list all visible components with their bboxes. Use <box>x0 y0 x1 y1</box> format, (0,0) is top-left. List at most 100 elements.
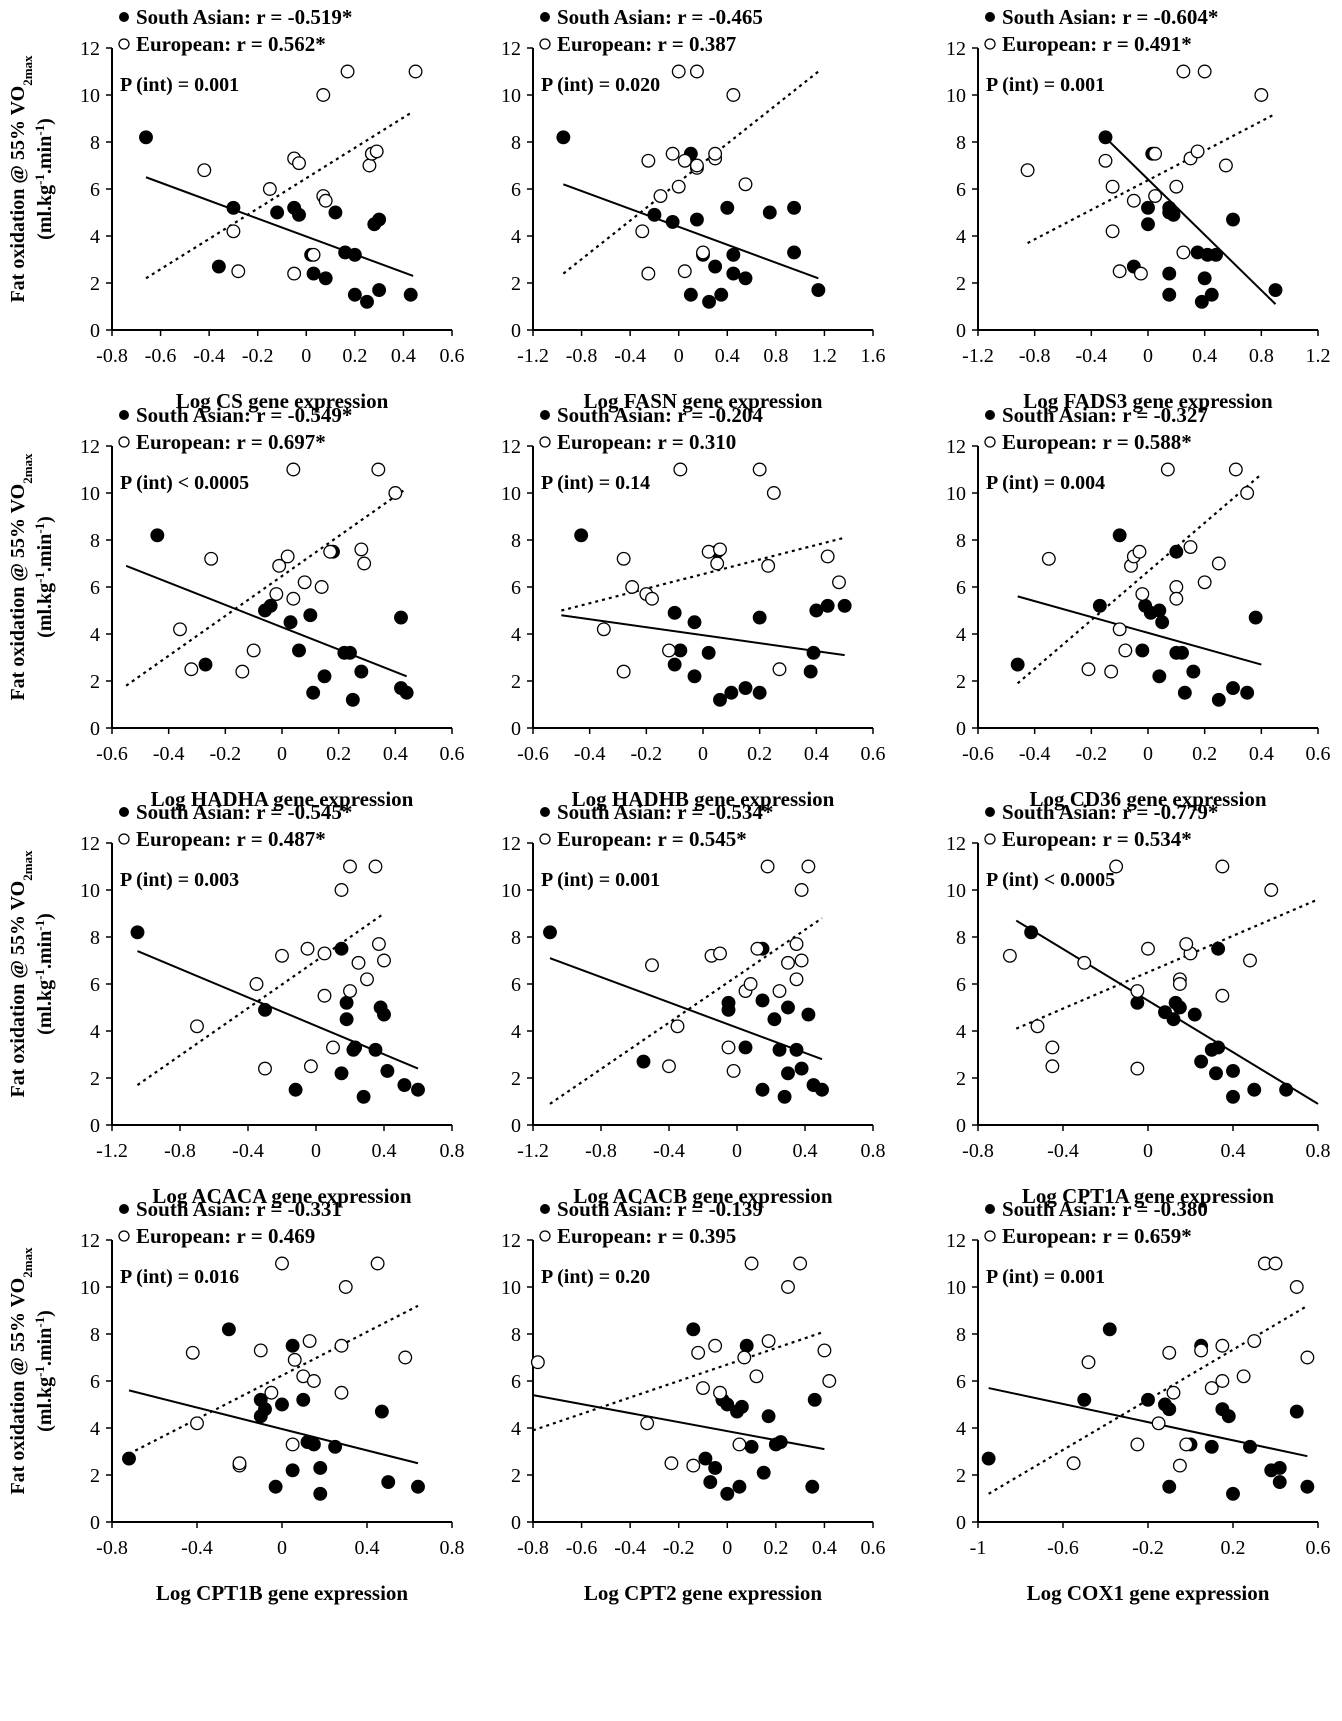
point-south-asian <box>1211 692 1226 707</box>
point-european <box>249 977 264 991</box>
point-south-asian <box>377 1007 391 1022</box>
point-european <box>726 88 741 102</box>
x-axis-label: Log CD36 gene expression <box>1029 787 1266 811</box>
y-axis-title-sub: 2max <box>20 55 35 86</box>
point-european <box>235 664 250 679</box>
point-south-asian <box>787 200 802 215</box>
point-south-asian <box>380 1063 395 1078</box>
point-european <box>1194 1343 1209 1358</box>
svg-text:(ml.kg-1.min-1): (ml.kg-1.min-1) <box>32 1310 57 1432</box>
point-south-asian <box>1211 1040 1226 1055</box>
x-tick-label: 1.2 <box>812 345 837 367</box>
point-european <box>677 264 692 279</box>
x-axis-label: Log CPT2 gene expression <box>584 1581 823 1605</box>
point-european <box>744 1256 759 1271</box>
point-south-asian <box>1194 1054 1209 1069</box>
y-axis-title-sub: 2max <box>20 850 35 881</box>
y-tick-label: 0 <box>511 718 521 740</box>
y-tick-label: 6 <box>956 577 966 599</box>
y-tick-label: 0 <box>511 320 521 342</box>
point-south-asian <box>772 1042 787 1057</box>
y-tick-label: 12 <box>80 436 100 458</box>
point-european <box>1133 266 1148 281</box>
fit-line-south-asian <box>563 183 819 280</box>
point-european <box>388 486 403 500</box>
point-european <box>1197 575 1212 590</box>
x-tick-label: 0 <box>1143 345 1153 367</box>
p-interaction: P (int) = 0.016 <box>120 1266 239 1288</box>
point-south-asian <box>306 685 321 700</box>
point-european <box>287 1352 302 1367</box>
point-south-asian <box>1226 1089 1240 1104</box>
y-tick-label: 12 <box>80 1230 100 1252</box>
x-tick-label: -0.6 <box>962 743 994 765</box>
legend-marker-south-asian <box>119 1204 129 1214</box>
point-south-asian <box>306 1437 321 1452</box>
point-south-asian <box>1221 1409 1236 1424</box>
point-south-asian <box>313 1486 328 1501</box>
y-tick-label: 8 <box>511 132 521 154</box>
y-tick-label: 6 <box>90 179 100 201</box>
point-south-asian <box>1209 247 1223 262</box>
fit-line-european <box>1015 898 1319 1030</box>
point-european <box>190 1416 204 1431</box>
point-south-asian <box>374 1404 389 1419</box>
y-axis-title-sub: 2max <box>20 453 35 484</box>
point-european <box>1264 883 1279 897</box>
point-south-asian <box>720 1397 735 1412</box>
y-tick-label: 2 <box>90 1465 100 1487</box>
point-european <box>1240 486 1255 500</box>
point-european <box>1166 1385 1181 1400</box>
fit-line-european <box>145 110 414 280</box>
y-tick-label: 12 <box>946 833 966 855</box>
x-tick-label: -0.6 <box>96 743 128 765</box>
y-tick-label: 8 <box>956 530 966 552</box>
point-european <box>662 643 676 658</box>
y-tick-label: 0 <box>511 1512 521 1534</box>
y-tick-label: 2 <box>956 273 966 295</box>
point-european <box>173 622 187 637</box>
point-south-asian <box>334 1066 349 1081</box>
point-south-asian <box>1152 603 1167 618</box>
x-tick-label: 0.2 <box>1221 1537 1246 1559</box>
legend-marker-european <box>539 833 551 845</box>
point-european <box>1215 1374 1230 1388</box>
x-tick-label: 0.6 <box>861 743 886 765</box>
point-european <box>1300 1350 1315 1365</box>
x-axis-label: Log CPT1A gene expression <box>1022 1184 1275 1208</box>
y-tick-label: 12 <box>946 1230 966 1252</box>
point-south-asian <box>755 993 770 1008</box>
point-south-asian <box>1300 1479 1315 1494</box>
point-european <box>306 247 321 262</box>
y-tick-label: 12 <box>501 436 521 458</box>
x-tick-label: -0.2 <box>1132 1537 1164 1559</box>
point-european <box>285 1437 300 1452</box>
y-tick-label: 8 <box>90 530 100 552</box>
point-european <box>1254 88 1269 102</box>
y-tick-label: 6 <box>511 577 521 599</box>
y-tick-label: 6 <box>956 974 966 996</box>
point-european <box>766 486 781 500</box>
p-interaction: P (int) = 0.20 <box>541 1266 650 1288</box>
x-tick-label: -0.4 <box>1047 1140 1079 1162</box>
x-tick-label: 0.4 <box>812 1537 837 1559</box>
point-south-asian <box>1204 1439 1219 1454</box>
y-axis-title-sub: 2max <box>20 1247 35 1278</box>
point-south-asian <box>752 610 767 625</box>
point-south-asian <box>1240 685 1255 700</box>
y-tick-label: 4 <box>511 624 521 646</box>
point-european <box>343 984 357 999</box>
point-european <box>1268 1256 1283 1271</box>
point-european <box>1130 1061 1145 1076</box>
y-tick-label: 4 <box>511 1418 521 1440</box>
x-tick-label: 0.6 <box>440 743 465 765</box>
x-axis-label: Log CS gene expression <box>176 389 389 413</box>
point-south-asian <box>636 1054 651 1069</box>
p-interaction: P (int) = 0.003 <box>120 869 239 891</box>
point-south-asian <box>303 608 318 623</box>
point-european <box>772 662 787 677</box>
x-tick-label: -0.2 <box>630 743 662 765</box>
point-south-asian <box>354 664 369 679</box>
point-european <box>781 955 795 970</box>
point-south-asian <box>288 1082 303 1097</box>
